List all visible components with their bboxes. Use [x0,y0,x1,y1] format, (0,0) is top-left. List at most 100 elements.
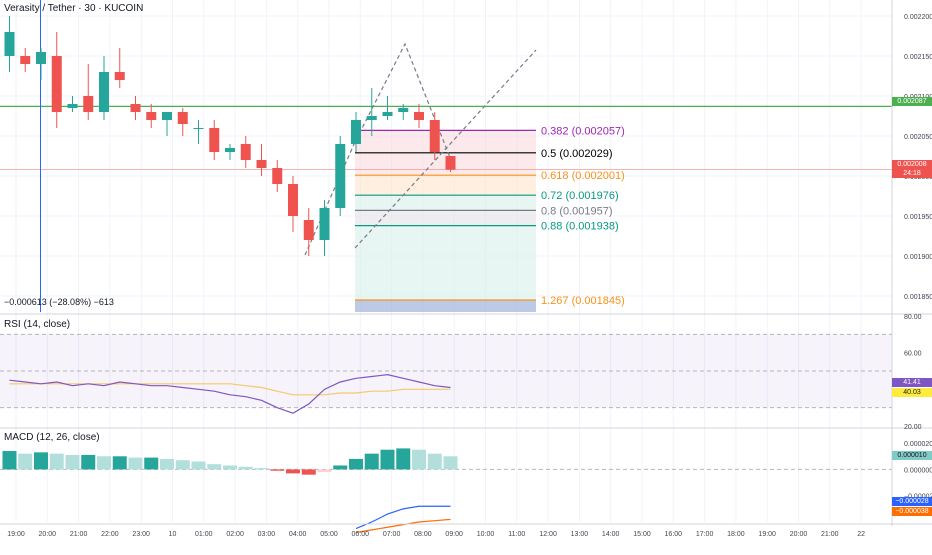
macd-histogram-bar [223,465,237,470]
candle-body [193,128,204,129]
fib-level-label: 0.5 (0.002029) [541,148,613,160]
last-price-badge: 0.002008 24:18 [892,160,932,178]
time-tick-label: 02:00 [226,531,244,538]
macd-histogram-bar [112,456,127,470]
candle-body [240,144,251,160]
price-tick-label: 0.001850 [904,294,932,301]
candle-body [130,104,141,112]
macd-histogram-bar [160,458,174,470]
macd-histogram-bar [380,449,395,470]
fib-zone [355,225,536,300]
macd-histogram-bar [427,453,442,470]
candle-body [4,32,15,56]
candle-body [114,72,125,80]
time-tick-label: 11:00 [508,531,525,538]
time-tick-label: 14:00 [602,531,620,538]
candle-body [288,184,298,216]
price-tick-label: 0.002200 [904,14,932,21]
rsi-ma-badge: 40.03 [892,388,932,397]
macd-label[interactable]: MACD (12, 26, close) [4,432,100,443]
rsi-layer [9,374,451,414]
candle-body [319,208,330,240]
fib-level-label: 0.382 (0.002057) [541,125,625,137]
macd-line-badge: −0.000028 [892,497,932,506]
time-tick-label: 20:00 [790,531,808,538]
time-tick-label: 07:00 [383,531,401,538]
bar-countdown: 24:18 [903,170,921,177]
time-tick-label: 04:00 [289,531,307,538]
rsi-tick-label: 20.00 [904,424,922,431]
candle-body [272,168,283,184]
time-tick-label: 08:00 [414,531,432,538]
hline-price-badge: 0.002087 [892,97,932,106]
time-tick-label: 21:00 [821,531,839,538]
time-tick-label: 12:00 [539,531,557,538]
candle-body [398,108,409,112]
macd-hist-badge: 0.000010 [892,451,932,460]
macd-histogram-bar [65,454,80,470]
macd-histogram-bar [317,469,332,473]
time-tick-label: 23:00 [132,531,150,538]
time-tick-label: 17:00 [696,531,714,538]
time-tick-label: 13:00 [571,531,589,538]
macd-histogram-bar [18,453,33,470]
fib-level-label: 1.267 (0.001845) [541,295,625,307]
rsi-line [9,374,451,414]
time-tick-label: 21:00 [70,531,88,538]
fib-zone [355,130,536,153]
time-tick-label: 10 [169,531,177,538]
candle-body [382,112,393,116]
candle-body [36,52,46,64]
measure-readout: −0.000613 (−28.08%) −613 [4,297,114,307]
time-tick-label: 22 [857,531,865,538]
fib-zone [355,175,536,196]
time-tick-label: 09:00 [445,531,463,538]
rsi-tick-label: 60.00 [904,351,922,358]
candle-body [209,128,220,152]
candle-body [146,112,157,120]
rsi-tick-label: 80.00 [904,314,922,321]
zigzag-drawing [304,42,456,256]
candle-body [83,96,94,112]
rsi-value-badge: 41.41 [892,378,932,387]
price-tick-label: 0.002050 [904,134,932,141]
rsi-label[interactable]: RSI (14, close) [4,319,71,330]
macd-line [355,505,451,530]
macd-histogram-bar [191,461,206,470]
candle-body [51,56,62,112]
candle-body [225,148,235,152]
fib-level-label: 0.8 (0.001957) [541,205,613,217]
candle-body [256,160,267,168]
time-tick-label: 19:00 [7,531,25,538]
time-tick-label: 05:00 [320,531,338,538]
macd-signal-badge: −0.000038 [892,507,932,516]
time-tick-label: 06:00 [352,531,370,538]
candles [4,16,456,256]
macd-histogram-bar [396,448,411,470]
time-tick-label: 16:00 [665,531,683,538]
macd-signal-line [355,518,451,534]
macd-histogram-bar [49,453,64,470]
macd-layer [0,448,892,534]
macd-histogram-bar [238,466,253,470]
macd-tick-label: 0.000000 [904,467,932,474]
candle-body [303,220,314,240]
macd-histogram-bar [443,456,458,470]
price-tick-label: 0.002150 [904,54,932,61]
fib-level-label: 0.88 (0.001938) [541,221,619,233]
candle-body [67,104,78,108]
macd-histogram-bar [286,469,300,474]
macd-histogram-bar [254,468,269,470]
rsi-ma-line [9,383,451,396]
time-tick-label: 10:00 [477,531,495,538]
time-tick-label: 18:00 [727,531,745,538]
candle-body [366,116,377,120]
candle-body [445,156,456,170]
time-tick-label: 20:00 [39,531,57,538]
macd-histogram-bar [333,465,348,470]
candle-body [162,112,172,120]
macd-histogram-bar [270,469,285,471]
fib-level-label: 0.72 (0.001976) [541,190,619,202]
